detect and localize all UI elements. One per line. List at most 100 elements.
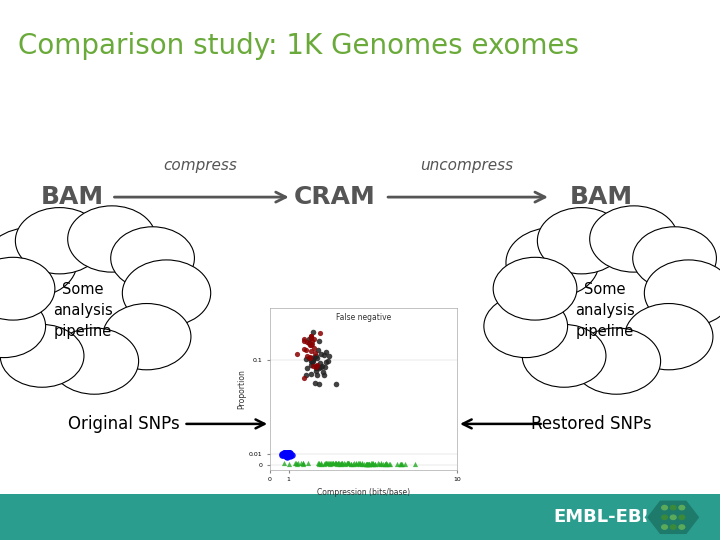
Point (368, 459, 379, 468)
Point (314, 359, 325, 367)
Point (363, 460, 374, 468)
Point (341, 459, 353, 468)
Point (307, 357, 319, 366)
Point (300, 355, 312, 363)
Point (333, 459, 344, 468)
Point (301, 352, 312, 360)
Point (292, 459, 303, 468)
Point (283, 450, 294, 458)
Point (276, 449, 287, 458)
Point (307, 328, 318, 337)
Point (363, 460, 374, 468)
Point (311, 371, 323, 380)
Point (320, 459, 332, 468)
Text: Some
analysis
pipeline: Some analysis pipeline (575, 282, 634, 339)
Point (373, 459, 384, 468)
Point (351, 459, 362, 468)
Point (282, 449, 294, 457)
Point (313, 337, 325, 346)
Point (304, 353, 315, 361)
Point (303, 339, 315, 347)
Circle shape (662, 505, 667, 510)
X-axis label: Compression (bits/base): Compression (bits/base) (317, 488, 410, 497)
Point (280, 449, 292, 458)
Point (280, 450, 292, 458)
Point (309, 349, 320, 358)
Point (336, 459, 348, 468)
Point (312, 362, 324, 371)
Text: Comparison study: 1K Genomes exomes: Comparison study: 1K Genomes exomes (18, 32, 579, 60)
Point (305, 347, 316, 355)
Point (278, 449, 289, 457)
Point (323, 352, 335, 360)
Point (284, 452, 296, 461)
Point (319, 459, 330, 468)
Point (342, 459, 354, 468)
Point (281, 450, 292, 458)
Point (281, 450, 292, 458)
Point (306, 336, 318, 345)
Point (282, 449, 294, 457)
Point (281, 449, 292, 457)
Point (384, 460, 395, 468)
Point (315, 460, 326, 468)
Y-axis label: Proportion: Proportion (237, 369, 246, 409)
Point (310, 379, 321, 388)
Point (295, 458, 307, 467)
Point (298, 345, 310, 354)
Point (335, 460, 346, 468)
Point (323, 459, 334, 468)
Point (284, 450, 295, 458)
Point (283, 449, 294, 457)
Point (365, 459, 377, 468)
Point (307, 361, 319, 370)
Text: uncompress: uncompress (420, 158, 513, 173)
Circle shape (662, 515, 667, 519)
Point (320, 363, 331, 372)
Point (305, 334, 317, 343)
Text: Some
analysis
pipeline: Some analysis pipeline (53, 282, 112, 339)
Point (298, 374, 310, 383)
Circle shape (679, 525, 685, 529)
Point (281, 450, 292, 459)
Point (312, 459, 323, 468)
Point (297, 459, 309, 468)
Point (399, 460, 410, 468)
Point (307, 355, 318, 363)
Point (392, 459, 403, 468)
Point (380, 460, 392, 468)
Point (354, 460, 366, 469)
Point (302, 459, 314, 468)
Point (343, 459, 354, 468)
Point (312, 345, 324, 354)
Point (317, 368, 328, 376)
Point (384, 460, 395, 468)
Point (367, 459, 379, 468)
Point (305, 361, 317, 369)
Point (279, 459, 290, 468)
Point (283, 448, 294, 457)
Point (311, 353, 323, 362)
Text: BAM: BAM (40, 185, 104, 209)
Point (345, 460, 356, 468)
Point (298, 335, 310, 343)
Point (339, 460, 351, 468)
Point (292, 459, 304, 468)
Point (281, 450, 292, 458)
Point (282, 450, 294, 458)
Point (356, 459, 368, 468)
Point (334, 460, 346, 468)
Point (297, 460, 309, 468)
Point (364, 460, 375, 468)
Point (307, 355, 318, 363)
FancyBboxPatch shape (0, 494, 720, 540)
Point (305, 354, 316, 362)
Point (332, 459, 343, 468)
Point (396, 460, 408, 468)
Text: Original SNPs: Original SNPs (68, 415, 180, 433)
Point (314, 329, 325, 338)
Point (348, 459, 360, 468)
Point (305, 341, 317, 349)
Point (343, 459, 355, 468)
Point (301, 370, 312, 379)
